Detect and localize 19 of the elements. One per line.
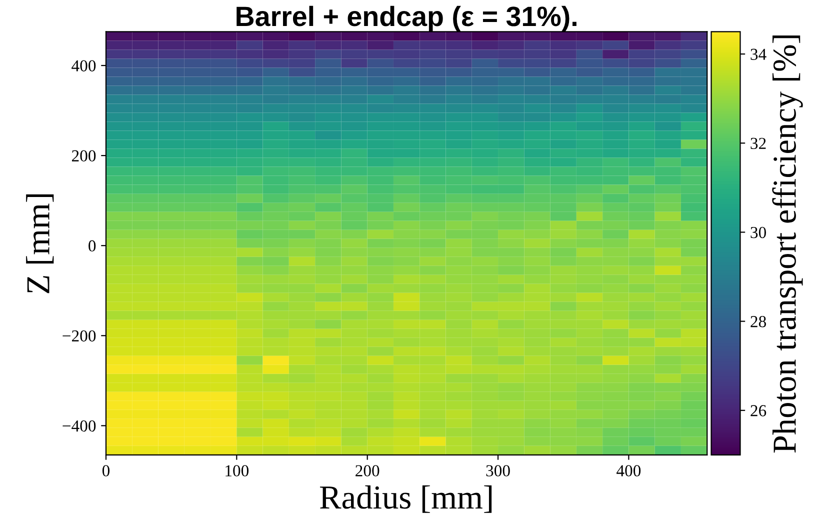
y-tick-label: −400 bbox=[62, 420, 96, 432]
y-tick-label: 200 bbox=[72, 150, 96, 162]
y-tick-label: 0 bbox=[88, 240, 96, 252]
x-tick-label: 300 bbox=[486, 465, 510, 476]
x-tick-label: 400 bbox=[616, 465, 641, 476]
x-axis-title: Radius [mm] bbox=[320, 485, 492, 513]
y-tick-label: 400 bbox=[72, 60, 96, 72]
color-bar-label: 34 bbox=[750, 48, 766, 60]
color-bar-label: 32 bbox=[750, 138, 766, 150]
color-bar-label: 26 bbox=[750, 405, 766, 416]
y-tick-label: −200 bbox=[62, 330, 96, 342]
x-tick-label: 200 bbox=[356, 465, 380, 476]
color-bar-label: 28 bbox=[750, 316, 766, 328]
chart-title: Barrel + endcap (ε = 31%). bbox=[236, 6, 576, 32]
color-bar-label: 30 bbox=[750, 226, 766, 238]
color-bar-title: Photon transport efficiency [%] bbox=[772, 36, 803, 453]
y-axis-title: Z [mm] bbox=[26, 194, 54, 294]
x-tick-label: 100 bbox=[226, 465, 249, 476]
x-tick-label: 0 bbox=[102, 465, 110, 476]
